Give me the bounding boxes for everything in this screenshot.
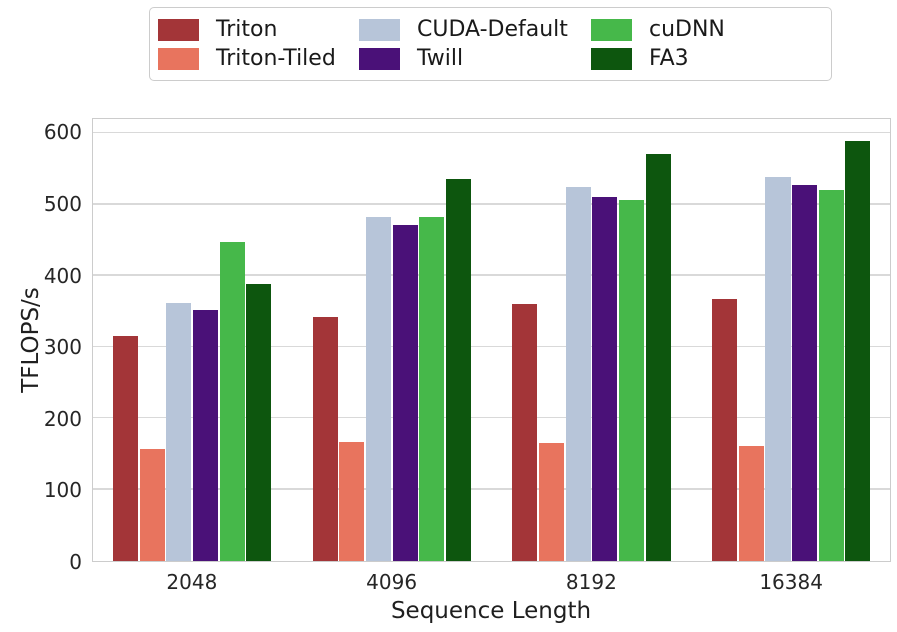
legend-label: CUDA-Default [417,17,568,42]
legend-item-triton: Triton [158,17,359,42]
legend-item-cudnn: cuDNN [591,17,821,42]
y-tick-label-600: 600 [43,120,82,145]
bar-fa3-8192 [645,153,671,561]
legend-swatch-triton-tiled [158,47,199,70]
x-tick-label-4096: 4096 [366,570,418,594]
bar-triton-tiled-8192 [539,442,565,561]
bar-twill-8192 [592,196,618,561]
legend-label: FA3 [649,46,689,71]
bar-cuda-default-2048 [166,302,192,561]
bar-cudnn-16384 [818,189,844,561]
legend-swatch-twill [359,47,400,70]
x-tick-label-16384: 16384 [759,570,823,594]
legend-item-fa3: FA3 [591,46,821,71]
legend-item-cuda-default: CUDA-Default [359,17,591,42]
bar-cuda-default-8192 [565,186,591,561]
y-tick-label-100: 100 [43,478,82,503]
bar-twill-4096 [392,225,418,561]
gridline-y-200 [93,416,890,419]
legend-swatch-cudnn [591,18,632,41]
x-axis-title: Sequence Length [390,598,592,624]
gridline-y-300 [93,345,890,348]
bar-cudnn-8192 [619,199,645,561]
bar-triton-tiled-2048 [139,449,165,561]
bar-cuda-default-16384 [765,177,791,561]
gridline-y-100 [93,488,890,490]
bar-triton-tiled-4096 [339,441,365,561]
legend-swatch-cuda-default [359,18,400,41]
x-tick-label-8192: 8192 [565,570,617,594]
bar-fa3-4096 [445,178,471,561]
legend-item-twill: Twill [359,46,591,71]
plot-area [92,118,891,562]
bar-triton-16384 [712,298,738,561]
bar-cudnn-2048 [219,242,245,561]
bar-cudnn-4096 [419,216,445,561]
y-tick-label-200: 200 [43,406,82,431]
legend-label: cuDNN [649,17,725,42]
bar-triton-8192 [512,304,538,561]
legend-label: Triton-Tiled [216,46,336,71]
gridline-y-600 [93,131,890,134]
bar-cuda-default-4096 [365,217,391,561]
bar-fa3-16384 [845,141,871,561]
legend-item-triton-tiled: Triton-Tiled [158,46,359,71]
bar-fa3-2048 [246,283,272,561]
y-tick-label-300: 300 [43,335,82,360]
legend-swatch-triton [158,18,199,41]
legend-label: Twill [417,46,464,71]
y-tick-label-400: 400 [43,263,82,288]
legend: Triton Triton-Tiled CUDA-Default Twill cuDNN… [149,7,832,81]
y-tick-label-500: 500 [43,191,82,216]
bar-twill-16384 [792,184,818,561]
y-tick-label-0: 0 [69,550,82,574]
bar-triton-2048 [112,336,138,561]
bar-twill-2048 [192,310,218,561]
legend-swatch-fa3 [591,47,632,70]
bar-triton-4096 [312,317,338,561]
bar-triton-tiled-16384 [738,445,764,561]
x-tick-label-2048: 2048 [166,570,218,594]
legend-label: Triton [216,17,278,42]
gridline-y-500 [93,203,890,205]
gridline-y-400 [93,274,890,276]
